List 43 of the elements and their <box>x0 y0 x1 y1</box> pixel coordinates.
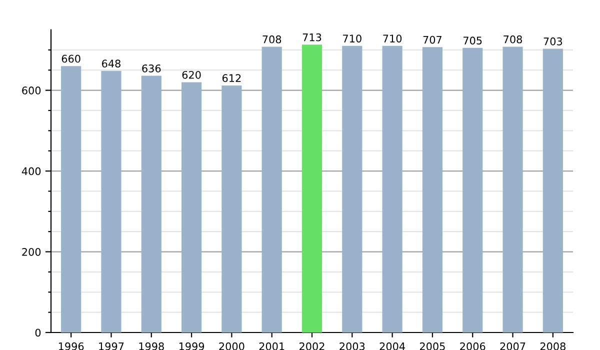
data-label: 710 <box>383 34 402 42</box>
data-label: 708 <box>504 35 522 44</box>
x-tick-label: 2003 <box>340 342 365 350</box>
bar <box>262 46 282 332</box>
bar <box>542 48 563 332</box>
x-tick-label: 1997 <box>99 342 124 350</box>
bar <box>101 70 122 332</box>
x-tick-label: 2006 <box>460 342 486 350</box>
data-label: 710 <box>343 34 362 42</box>
bar <box>422 47 442 332</box>
x-tick-label: 2001 <box>259 342 284 350</box>
x-tick-label: 1996 <box>58 342 84 350</box>
y-tick-label: 600 <box>22 86 41 94</box>
x-tick-label: 2005 <box>420 342 445 350</box>
y-tick-label: 200 <box>22 248 41 256</box>
bar <box>302 44 322 332</box>
x-tick-label: 2004 <box>380 342 405 350</box>
bar <box>382 46 402 332</box>
x-tick-label: 2008 <box>540 342 566 350</box>
bar <box>182 82 202 332</box>
y-tick-label: 0 <box>35 328 41 337</box>
bar <box>141 76 162 332</box>
x-tick-label: 2000 <box>219 342 244 350</box>
bar <box>222 85 242 332</box>
x-tick-label: 1998 <box>139 342 164 350</box>
bar <box>462 48 483 332</box>
x-tick-label: 2002 <box>300 342 324 350</box>
x-tick-label: 1999 <box>179 342 204 350</box>
data-label: 648 <box>102 60 120 68</box>
y-tick-label: 400 <box>22 167 41 176</box>
data-label: 703 <box>544 37 562 46</box>
data-label: 660 <box>62 54 80 63</box>
data-label: 713 <box>302 33 322 42</box>
data-label: 612 <box>222 74 241 82</box>
data-label: 620 <box>182 70 201 79</box>
bar <box>61 66 82 332</box>
data-label: 708 <box>262 35 282 44</box>
data-label: 636 <box>142 64 161 72</box>
x-tick-label: 2007 <box>500 342 526 350</box>
data-label: 705 <box>464 36 482 45</box>
data-label: 707 <box>423 36 442 44</box>
bar <box>342 46 362 332</box>
bar <box>502 46 523 332</box>
